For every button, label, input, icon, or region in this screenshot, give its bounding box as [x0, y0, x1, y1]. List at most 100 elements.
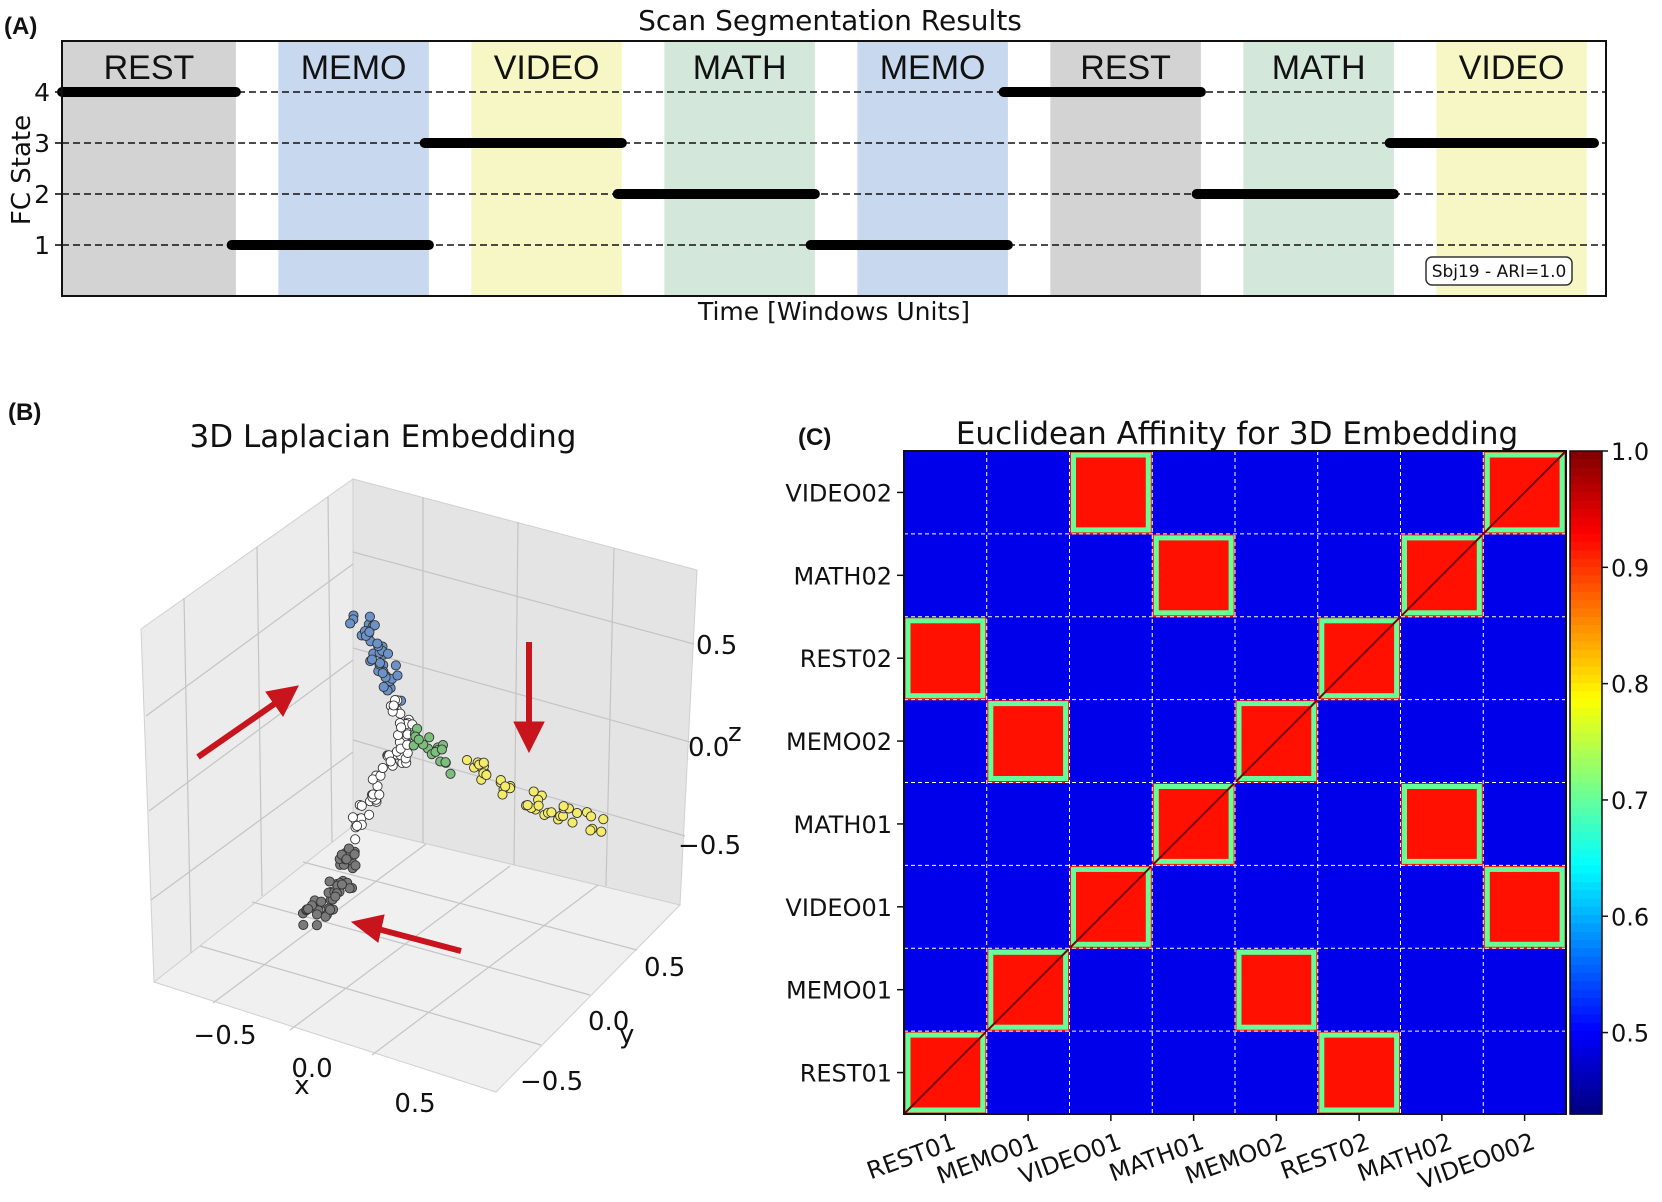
task-block-label: REST	[104, 49, 195, 87]
affinity-cell	[1400, 699, 1484, 784]
affinity-cell-halo	[1484, 866, 1565, 947]
colorbar: 1.0 0.9 0.8 0.7 0.6 0.5	[1569, 438, 1649, 1115]
affinity-cell-halo	[905, 618, 986, 699]
embedding-point	[500, 781, 511, 792]
affinity-cell	[1152, 948, 1236, 1032]
colorbar-step	[1570, 533, 1602, 543]
affinity-cell	[1235, 782, 1319, 866]
colorbar-step	[1570, 1014, 1602, 1024]
colorbar-step	[1570, 1022, 1602, 1032]
segmentation-frame	[61, 40, 1607, 297]
embedding-point	[351, 820, 363, 831]
embedding-point	[598, 814, 609, 825]
x-tick-2: 0.5	[394, 1089, 435, 1119]
embedding-point	[378, 681, 389, 692]
affinity-cell	[1152, 451, 1236, 535]
affinity-cell-halo	[1236, 701, 1317, 781]
affinity-cell-halo	[1236, 949, 1317, 1030]
colorbar-step	[1570, 973, 1602, 983]
colorbar-step	[1570, 1039, 1602, 1049]
colorbar-step	[1570, 774, 1602, 784]
task-block	[471, 41, 622, 296]
arrow-down-head-icon	[513, 721, 545, 754]
embedding-point	[364, 809, 375, 820]
heatmap-y-label: VIDEO02	[785, 479, 892, 507]
affinity-cell-halo	[988, 949, 1069, 1030]
embedding-point	[533, 800, 544, 811]
affinity-cell	[904, 865, 988, 949]
affinity-cell-halo	[905, 1032, 986, 1113]
floor	[152, 825, 681, 1093]
colorbar-step	[1570, 591, 1602, 601]
affinity-cell	[1152, 865, 1236, 949]
colorbar-step	[1570, 1056, 1602, 1066]
affinity-cell	[1483, 699, 1567, 784]
arrow-left-icon	[377, 926, 462, 954]
affinity-cell	[904, 451, 988, 535]
colorbar-step	[1570, 873, 1602, 883]
affinity-cell-halo	[1071, 452, 1151, 533]
embedding-point	[413, 734, 424, 745]
state-tick-label: 1	[34, 231, 50, 260]
affinity-title: Euclidean Affinity for 3D Embedding	[956, 416, 1518, 452]
z-axis-label: z	[728, 718, 742, 748]
affinity-cell	[1235, 948, 1319, 1032]
colorbar-step	[1570, 857, 1602, 867]
affinity-cell	[904, 948, 988, 1032]
affinity-cell	[1152, 616, 1236, 701]
embedding-point	[324, 876, 335, 887]
colorbar-step	[1570, 923, 1602, 933]
affinity-cell	[904, 533, 988, 618]
affinity-cell	[1317, 451, 1402, 535]
embedding-point	[364, 611, 375, 622]
embedding-point	[546, 807, 557, 818]
affinity-cell	[1400, 1031, 1484, 1115]
affinity-cell	[1069, 533, 1153, 618]
colorbar-step	[1570, 658, 1602, 668]
colorbar-step	[1570, 724, 1602, 734]
task-block-label: VIDEO	[494, 49, 600, 87]
affinity-cell	[1483, 948, 1567, 1032]
colorbar-step	[1570, 765, 1602, 775]
embedding-point	[596, 826, 607, 837]
colorbar-tick-label: 1.0	[1611, 438, 1649, 466]
affinity-cell	[1235, 616, 1319, 701]
state-segments	[57, 87, 1599, 250]
segmentation-xlabel: Time [Windows Units]	[697, 297, 970, 326]
embedding-point	[369, 620, 380, 631]
affinity-cell-halo	[1153, 784, 1234, 864]
colorbar-step	[1570, 600, 1602, 610]
embedding-point	[478, 757, 489, 768]
colorbar-step	[1570, 749, 1602, 759]
affinity-cell	[1317, 1031, 1402, 1115]
affinity-cell	[986, 699, 1071, 784]
affinity-cell	[1152, 699, 1236, 784]
embedding-point	[390, 660, 401, 671]
embedding-point	[374, 789, 385, 800]
colorbar-tick-label: 0.7	[1611, 787, 1649, 815]
y-axis-label: y	[619, 1020, 634, 1050]
embedding-point	[385, 756, 396, 767]
colorbar-step	[1570, 1047, 1602, 1057]
colorbar-step	[1570, 915, 1602, 925]
colorbar-step	[1570, 666, 1602, 676]
colorbar-step	[1570, 1006, 1602, 1016]
heatmap-y-label: MATH02	[793, 562, 892, 590]
colorbar-step	[1570, 583, 1602, 593]
colorbar-step	[1570, 981, 1602, 991]
embedding-point	[424, 732, 435, 743]
task-block	[1436, 41, 1587, 296]
embedding-point	[311, 920, 322, 931]
embedding-point	[350, 834, 361, 845]
affinity-cell	[986, 451, 1071, 535]
embedding-point	[461, 755, 473, 766]
heatmap-frame	[903, 450, 1567, 1115]
embedding-point	[436, 744, 447, 755]
colorbar-step	[1570, 1089, 1602, 1099]
task-blocks: REST MEMO VIDEO MATH MEMO REST MATH VIDEO	[62, 41, 1587, 296]
embedding-point	[382, 648, 394, 659]
colorbar-step	[1570, 716, 1602, 726]
task-block-label: VIDEO	[1459, 49, 1565, 87]
embedding-point	[445, 768, 456, 779]
z-tick-0: 0.5	[696, 631, 737, 661]
